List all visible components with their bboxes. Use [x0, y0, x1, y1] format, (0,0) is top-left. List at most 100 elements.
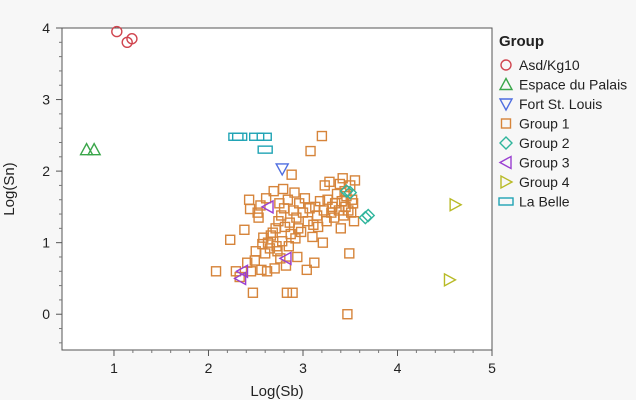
data-point-group-1: [210, 266, 222, 277]
legend-marker-la-belle: [498, 197, 514, 206]
legend-label-asd-kg10: Asd/Kg10: [519, 57, 580, 73]
data-point-la-belle: [257, 145, 273, 154]
data-point-group-1: [293, 223, 304, 234]
legend: Asd/Kg10 Espace du Palais Fort St. Louis Gr…: [498, 57, 627, 210]
data-point-group-1: [230, 266, 242, 277]
data-point-group-3: [260, 199, 274, 215]
y-tick-label: 0: [42, 306, 50, 322]
data-point-group-2: [339, 184, 354, 199]
data-point-group-1: [275, 253, 286, 264]
data-point-group-1: [344, 248, 355, 259]
data-point-group-1: [289, 187, 300, 198]
data-point-group-4: [443, 272, 457, 288]
data-point-group-1: [281, 287, 293, 298]
legend-marker-group-1: [500, 118, 512, 129]
data-point-group-1: [347, 198, 359, 209]
data-point-group-1: [283, 241, 295, 252]
data-point-group-1: [260, 193, 272, 204]
legend-label-la-belle: La Belle: [519, 194, 570, 210]
data-point-group-1: [337, 173, 348, 184]
x-axis: 1 2 3 4 5: [110, 350, 496, 376]
legend-marker-group-2: [499, 136, 513, 150]
data-point-group-3: [278, 251, 292, 266]
x-tick-label: 2: [205, 360, 213, 376]
data-point-group-1: [309, 257, 320, 268]
data-point-espace-du-palais: [86, 142, 102, 156]
y-tick-label: 4: [42, 20, 50, 36]
legend-marker-group-4: [500, 174, 514, 190]
y-axis-label: Log(Sn): [1, 162, 18, 215]
data-point-group-1: [256, 264, 267, 276]
data-point-group-1: [269, 263, 280, 274]
data-point-asd-kg10: [126, 33, 138, 45]
data-point-group-1: [335, 223, 346, 234]
data-point-group-3: [235, 264, 249, 279]
data-point-la-belle: [256, 132, 272, 141]
data-point-group-1: [304, 203, 315, 214]
data-point-group-3: [233, 271, 247, 286]
data-point-group-1: [264, 243, 276, 254]
x-tick-label: 3: [299, 360, 307, 376]
data-point-group-1: [346, 194, 358, 205]
data-point-group-1: [312, 221, 324, 233]
data-point-group-1: [253, 212, 264, 223]
legend-label-fort-st-louis: Fort St. Louis: [519, 96, 602, 112]
data-point-group-1: [341, 190, 352, 202]
y-tick-label: 3: [42, 92, 50, 108]
data-points: [79, 25, 463, 320]
data-point-la-belle: [231, 132, 248, 141]
x-tick-label: 1: [110, 360, 118, 376]
legend-label-espace-du-palais: Espace du Palais: [519, 77, 627, 93]
data-point-group-4: [449, 197, 463, 212]
legend-marker-fort-st-louis: [498, 98, 514, 112]
data-point-group-1: [307, 231, 318, 243]
x-tick-label: 5: [488, 360, 496, 376]
data-point-group-1: [324, 176, 335, 188]
data-point-group-2: [361, 208, 376, 223]
data-point-group-1: [244, 203, 256, 215]
data-point-group-1: [340, 201, 351, 213]
data-point-group-1: [342, 309, 353, 320]
legend-marker-espace-du-palais: [498, 77, 514, 91]
data-point-group-1: [277, 183, 289, 195]
y-tick-label: 1: [42, 235, 50, 251]
legend-marker-group-3: [498, 155, 512, 170]
data-point-group-1: [276, 210, 287, 221]
data-point-group-1: [247, 287, 259, 298]
data-point-fort-st-louis: [275, 163, 290, 177]
data-point-group-1: [292, 251, 303, 263]
y-axis: 0 1 2 3 4: [42, 20, 62, 344]
data-point-group-1: [290, 233, 301, 244]
legend-label-group-4: Group 4: [519, 174, 570, 190]
data-point-asd-kg10: [111, 25, 123, 38]
data-point-group-2: [343, 185, 358, 200]
data-point-group-1: [348, 215, 360, 227]
data-point-group-1: [273, 215, 284, 227]
x-tick-label: 4: [394, 360, 402, 376]
data-point-group-1: [261, 266, 273, 277]
data-point-group-1: [245, 266, 257, 277]
data-point-group-1: [299, 193, 311, 204]
data-point-group-1: [302, 215, 313, 227]
legend-label-group-2: Group 2: [519, 135, 570, 151]
data-point-group-1: [349, 175, 361, 186]
data-point-espace-du-palais: [79, 142, 94, 156]
data-point-group-1: [287, 287, 298, 298]
data-point-group-1: [272, 246, 283, 257]
legend-marker-asd-kg10: [500, 59, 512, 71]
data-point-group-1: [316, 130, 328, 142]
x-axis-label: Log(Sb): [250, 383, 303, 400]
data-point-group-1: [282, 194, 294, 205]
legend-label-group-1: Group 1: [519, 116, 570, 132]
plot-frame: [61, 27, 493, 351]
data-point-group-1: [295, 226, 307, 238]
data-point-group-1: [317, 237, 329, 248]
data-point-group-1: [327, 201, 338, 213]
data-point-group-1: [225, 234, 236, 246]
data-point-group-1: [286, 169, 297, 180]
data-point-group-1: [301, 264, 312, 276]
legend-title: Group: [499, 33, 544, 50]
data-point-group-1: [239, 224, 250, 235]
